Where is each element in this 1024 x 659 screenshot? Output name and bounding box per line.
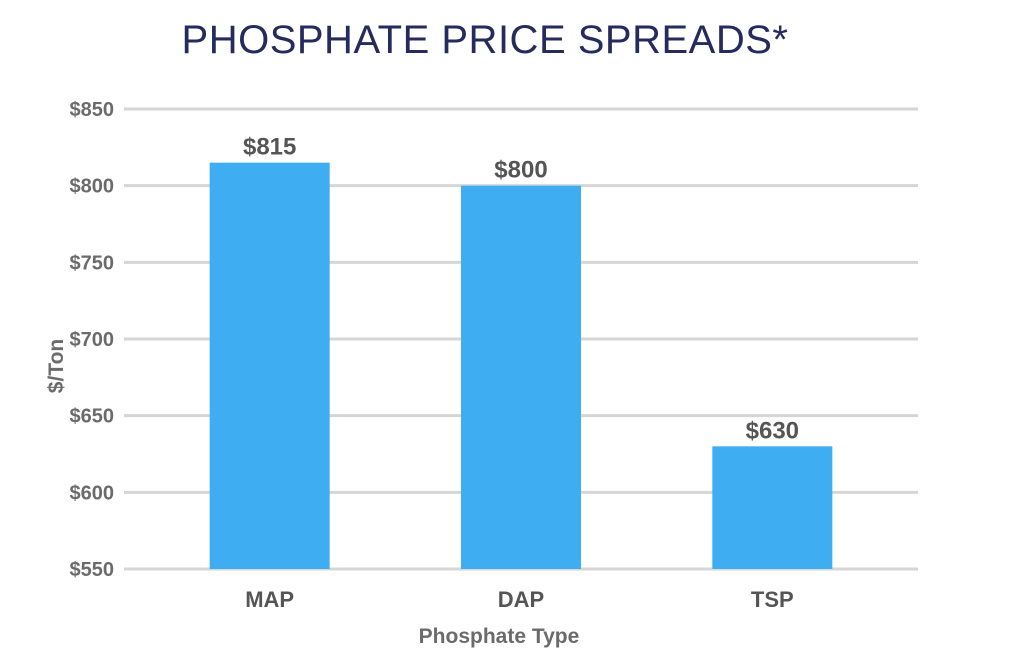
bars [209, 162, 833, 569]
data-labels: $815 $800 $630 [243, 134, 799, 445]
y-tick-label: $800 [70, 176, 115, 198]
y-axis-ticks: $550 $600 $650 $700 $750 $800 $850 [70, 99, 115, 581]
bar-dap [461, 185, 581, 569]
bar-tsp [712, 446, 833, 569]
data-label: $815 [243, 134, 296, 161]
y-tick-label: $650 [70, 406, 115, 428]
y-tick-label: $550 [70, 559, 115, 581]
x-tick-label: DAP [498, 587, 544, 612]
y-tick-label: $750 [70, 252, 115, 274]
data-label: $630 [746, 417, 799, 444]
x-tick-label: MAP [245, 587, 294, 612]
x-axis-title: Phosphate Type [419, 625, 580, 648]
y-tick-label: $600 [70, 482, 115, 504]
chart-title: PHOSPHATE PRICE SPREADS* [181, 18, 789, 62]
x-tick-label: TSP [751, 587, 794, 612]
y-tick-label: $700 [70, 329, 115, 351]
x-axis-ticks: MAP DAP TSP [245, 587, 794, 612]
bar-map [209, 162, 330, 569]
y-axis-title: $/Ton [45, 339, 68, 393]
data-label: $800 [494, 157, 547, 184]
y-tick-label: $850 [70, 99, 115, 121]
